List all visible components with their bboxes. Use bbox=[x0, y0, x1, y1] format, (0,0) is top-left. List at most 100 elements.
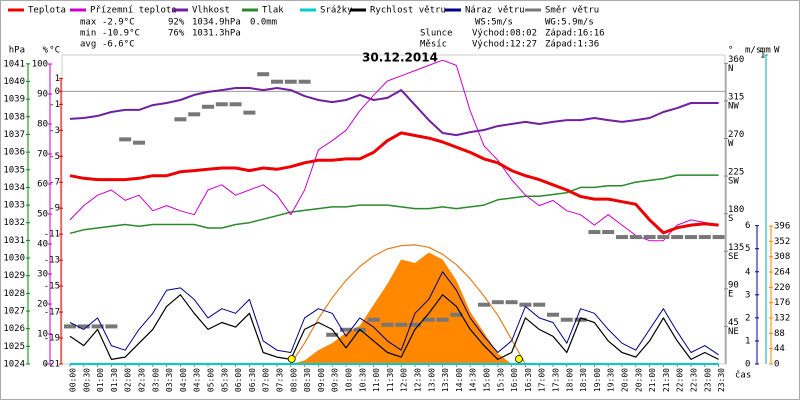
x-tick-label: 20:30 bbox=[634, 368, 643, 392]
direction-mark bbox=[422, 317, 435, 322]
direction-mark bbox=[188, 112, 201, 117]
y-tick-label: 1 bbox=[760, 51, 765, 61]
x-tick-label: 02:30 bbox=[138, 368, 147, 392]
y-tick-label: 1025 bbox=[3, 342, 25, 352]
direction-mark bbox=[505, 300, 518, 305]
y-tick-label: 0 bbox=[43, 360, 48, 370]
y-tick-label: 1024 bbox=[3, 360, 25, 370]
x-tick-label: 04:00 bbox=[179, 368, 188, 392]
y-tick-label: -19 bbox=[44, 334, 60, 344]
x-tick-label: 10:30 bbox=[358, 368, 367, 392]
stat-text: min bbox=[80, 29, 96, 39]
y-tick-label: 352 bbox=[774, 237, 790, 247]
direction-mark bbox=[519, 302, 532, 307]
x-tick-label: 16:00 bbox=[510, 368, 519, 392]
direction-mark bbox=[671, 235, 684, 240]
x-tick-label: 03:00 bbox=[151, 368, 160, 392]
y-tick-label: 1 bbox=[745, 336, 750, 346]
y-tick-label: 44 bbox=[774, 344, 785, 354]
y-tick-name: NW bbox=[728, 101, 739, 111]
info-text: Slunce bbox=[420, 29, 453, 39]
x-tick-label: 01:30 bbox=[110, 368, 119, 392]
direction-mark bbox=[243, 110, 256, 115]
y-tick-label: 1028 bbox=[3, 289, 25, 299]
y-tick-label: 1039 bbox=[3, 95, 25, 105]
axis-title: °C bbox=[49, 46, 60, 56]
direction-mark bbox=[133, 140, 145, 145]
y-tick-label: 6 bbox=[745, 221, 750, 231]
direction-mark bbox=[560, 317, 573, 322]
y-tick-label: -9 bbox=[49, 204, 60, 214]
y-tick-label: -13 bbox=[44, 256, 60, 266]
y-tick-label: -17 bbox=[44, 308, 60, 318]
x-tick-label: 22:00 bbox=[676, 368, 685, 392]
direction-mark bbox=[367, 317, 380, 322]
x-tick-label: 17:00 bbox=[538, 368, 547, 392]
axis-title: hPa bbox=[9, 46, 25, 56]
solar-area bbox=[70, 252, 719, 364]
y-tick-label: 360 bbox=[728, 55, 744, 65]
y-tick-label: 0 bbox=[774, 360, 779, 370]
direction-mark bbox=[712, 235, 725, 240]
direction-mark bbox=[450, 312, 463, 317]
x-tick-label: 10:00 bbox=[345, 368, 354, 392]
y-tick-label: 1032 bbox=[3, 218, 25, 228]
direction-mark bbox=[202, 104, 214, 109]
x-tick-label: 05:00 bbox=[207, 368, 216, 392]
info-text: Východ:08:02 bbox=[472, 29, 537, 39]
x-tick-label: 22:30 bbox=[690, 368, 699, 392]
x-tick-label: 06:30 bbox=[248, 368, 257, 392]
axis-title: W bbox=[774, 46, 780, 56]
stat-text: 76% bbox=[168, 29, 185, 39]
y-tick-label: -15 bbox=[44, 282, 60, 292]
direction-mark bbox=[105, 324, 118, 329]
stat-text: 0.0mm bbox=[250, 18, 277, 28]
stat-text: -2.9°C bbox=[102, 18, 135, 28]
stat-text: max bbox=[80, 18, 97, 28]
y-tick-label: 0 bbox=[55, 87, 60, 97]
y-tick-label: 1038 bbox=[3, 112, 25, 122]
y-tick-label: 80 bbox=[37, 120, 48, 130]
y-tick-name: N bbox=[728, 64, 733, 74]
x-tick-label: 13:00 bbox=[427, 368, 436, 392]
legend-label: Tlak bbox=[262, 6, 284, 16]
y-tick-label: 100 bbox=[32, 60, 48, 70]
direction-mark bbox=[657, 235, 670, 240]
x-tick-label: 05:30 bbox=[220, 368, 229, 392]
y-tick-label: 3 bbox=[745, 290, 750, 300]
x-tick-label: 16:30 bbox=[524, 368, 533, 392]
axis-title: m/s bbox=[745, 46, 761, 56]
y-tick-label: 1034 bbox=[3, 183, 25, 193]
y-tick-label: 1040 bbox=[3, 77, 25, 87]
direction-mark bbox=[215, 102, 228, 107]
stat-text: 1031.3hPa bbox=[192, 29, 241, 39]
y-tick-label: 5 bbox=[745, 244, 750, 254]
direction-mark bbox=[602, 230, 615, 235]
x-tick-label: 19:30 bbox=[607, 368, 616, 392]
axis-title: ° bbox=[728, 46, 733, 56]
x-tick-label: 08:30 bbox=[303, 368, 312, 392]
y-tick-label: 1033 bbox=[3, 201, 25, 211]
direction-mark bbox=[409, 322, 421, 327]
legend-label: Přízemní teplota bbox=[90, 6, 177, 16]
info-text: Měsíc bbox=[420, 40, 447, 50]
direction-mark bbox=[119, 137, 132, 142]
y-tick-label: 40 bbox=[37, 240, 48, 250]
direction-mark bbox=[298, 79, 311, 84]
legend-label: Náraz větru bbox=[465, 6, 525, 16]
direction-mark bbox=[698, 235, 711, 240]
legend-label: Rychlost větru bbox=[370, 6, 446, 16]
y-tick-label: 315 bbox=[728, 92, 744, 102]
direction-mark bbox=[478, 302, 490, 307]
direction-mark bbox=[284, 79, 297, 84]
stat-text: avg bbox=[80, 40, 96, 50]
sun-marker bbox=[515, 355, 523, 363]
y-tick-label: 1027 bbox=[3, 307, 25, 317]
legend-label: Směr větru bbox=[545, 6, 599, 16]
y-tick-label: 135 bbox=[728, 243, 744, 253]
x-tick-label: 01:00 bbox=[96, 368, 105, 392]
direction-mark bbox=[643, 235, 656, 240]
series-line bbox=[69, 131, 719, 235]
direction-mark bbox=[491, 300, 504, 305]
